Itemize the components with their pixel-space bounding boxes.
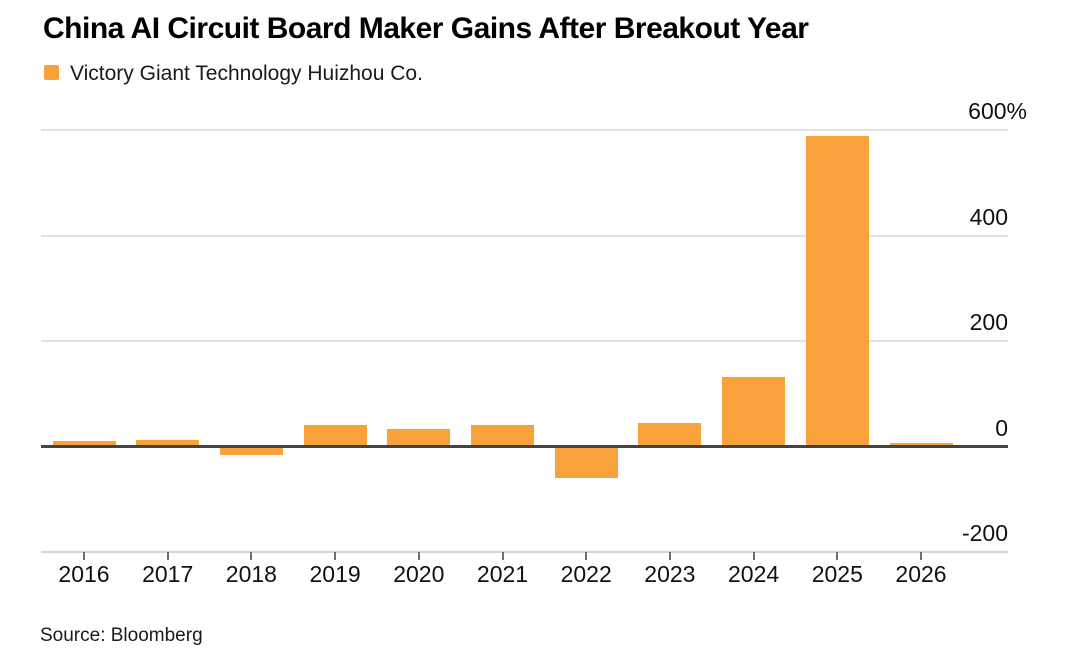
- x-axis-line: [41, 551, 1008, 553]
- x-axis-tick: [83, 552, 85, 560]
- bar-2026: [889, 442, 953, 445]
- bar-2016: [52, 441, 116, 445]
- bar-2022: [554, 448, 618, 479]
- y-axis-label: 0: [995, 414, 1008, 441]
- x-axis-tick: [334, 552, 337, 560]
- x-axis-tick: [501, 552, 504, 560]
- bar-2024: [722, 377, 786, 445]
- y-axis-label: 600%: [968, 98, 1027, 124]
- gridline: [41, 234, 1008, 237]
- plot-area: 600% 400 200 0 -200 2016 2017 2018 2019 2020 2021 2…: [41, 98, 1027, 587]
- chart-title: China AI Circuit Board Maker Gains After…: [43, 12, 809, 45]
- x-axis-label: 2023: [644, 561, 696, 587]
- x-axis-label: 2025: [811, 561, 863, 587]
- y-axis-label: 200: [969, 309, 1008, 335]
- x-axis-tick: [250, 552, 253, 560]
- bar-2019: [303, 424, 367, 445]
- x-axis-label: 2026: [895, 561, 947, 587]
- legend-label: Victory Giant Technology Huizhou Co.: [70, 62, 423, 85]
- bar-2018: [219, 448, 283, 456]
- x-axis-label: 2022: [560, 561, 612, 587]
- y-axis-label: 400: [969, 203, 1008, 230]
- bar-2023: [638, 422, 702, 445]
- gridline: [41, 340, 1008, 342]
- x-axis-tick: [836, 552, 839, 560]
- y-axis-label: -200: [961, 520, 1008, 546]
- x-axis-tick: [585, 552, 588, 560]
- x-axis-tick: [417, 552, 420, 560]
- bar-2017: [136, 439, 200, 445]
- x-axis-tick: [920, 552, 922, 560]
- bar-2021: [471, 424, 534, 445]
- bar-2020: [387, 429, 451, 445]
- x-axis-tick: [668, 552, 671, 560]
- x-axis-label: 2021: [476, 561, 529, 587]
- x-axis-label: 2019: [309, 561, 361, 587]
- legend-swatch-icon: [44, 65, 59, 80]
- x-axis-label: 2018: [225, 561, 277, 587]
- x-axis-tick: [752, 552, 755, 560]
- x-axis-label: 2016: [58, 561, 110, 587]
- x-axis-label: 2024: [728, 561, 780, 587]
- x-axis-label: 2020: [393, 561, 445, 587]
- x-axis-label: 2017: [142, 561, 194, 587]
- gridline: [41, 129, 1008, 131]
- zero-baseline: [41, 445, 1008, 448]
- bar-2025: [805, 136, 869, 445]
- source-note: Source: Bloomberg: [40, 625, 203, 646]
- x-axis-tick: [166, 552, 169, 560]
